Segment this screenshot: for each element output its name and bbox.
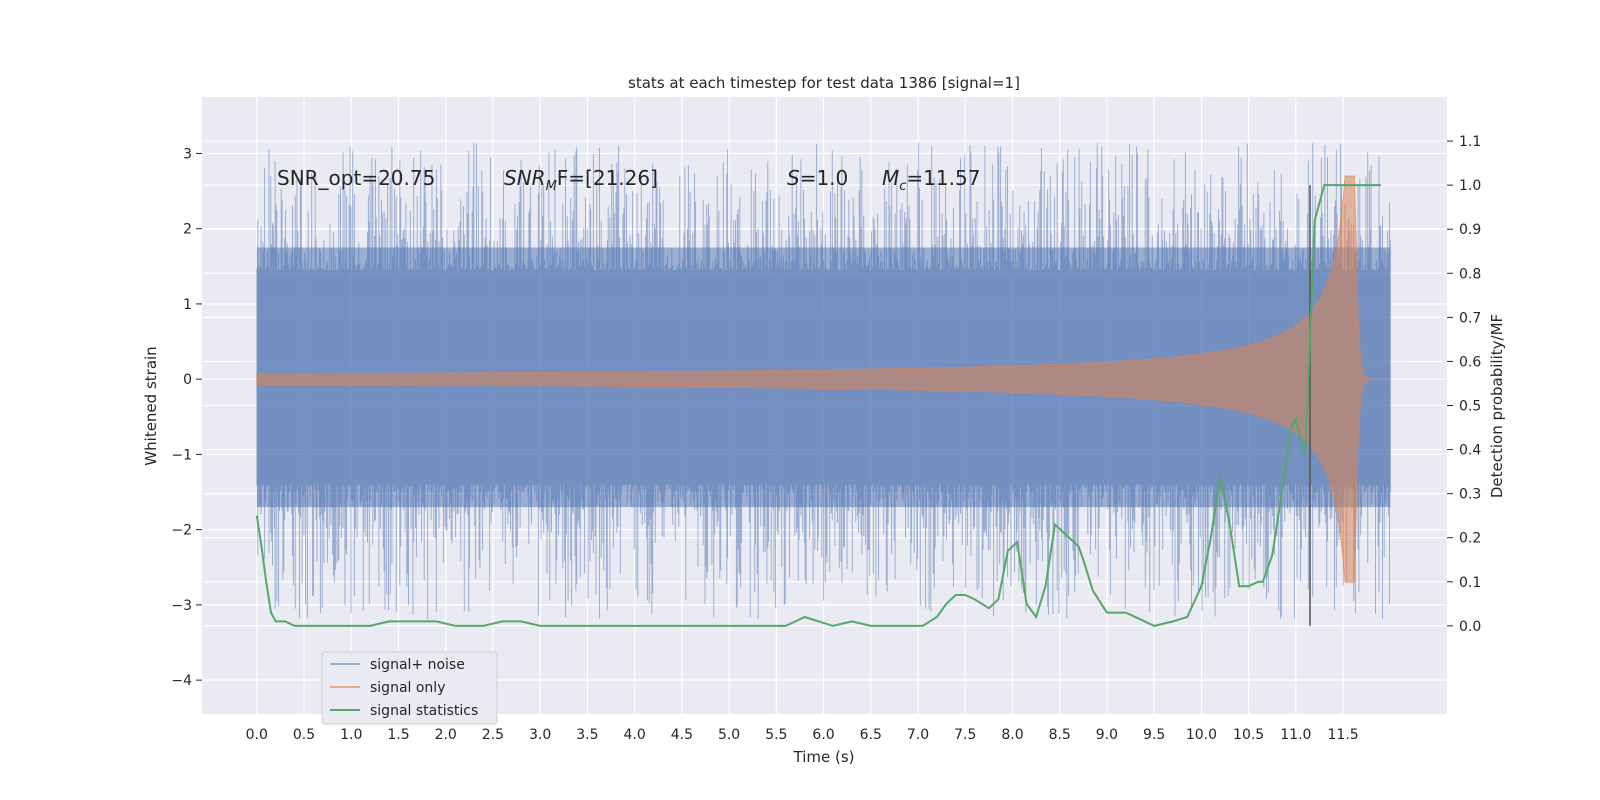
x-tick-label: 3.0 <box>529 727 551 743</box>
y-tick-label-right: 0.1 <box>1459 575 1481 591</box>
x-tick-label: 6.0 <box>812 727 834 743</box>
y-tick-label-left: −4 <box>171 673 192 689</box>
y-tick-label-left: −3 <box>171 598 192 614</box>
y-tick-label-right: 0.5 <box>1459 399 1481 415</box>
annotation-mc-main: M <box>882 166 899 190</box>
annotation-snr-mf: SNRMF=[21.26] <box>504 166 658 194</box>
signal-series <box>256 175 1391 583</box>
x-tick-label: 6.5 <box>860 727 882 743</box>
x-tick-label: 1.0 <box>340 727 362 743</box>
legend-label-noise: signal+ noise <box>370 657 465 673</box>
x-tick-label: 0.0 <box>246 727 268 743</box>
y-tick-label-left: −2 <box>171 523 192 539</box>
legend-box <box>321 651 498 725</box>
x-tick-label: 11.5 <box>1328 727 1359 743</box>
x-tick-label: 10.0 <box>1186 727 1217 743</box>
annotation-mc-value: =11.57 <box>906 166 980 190</box>
annotation-mc: Mc=11.57 <box>882 166 980 194</box>
y-tick-label-right: 0.8 <box>1459 266 1481 282</box>
x-tick-label: 9.5 <box>1143 727 1165 743</box>
chart-title: stats at each timestep for test data 138… <box>628 74 1020 92</box>
annotation-snr-mf-sub: M <box>546 179 557 194</box>
y-tick-label-right: 0.2 <box>1459 531 1481 547</box>
x-tick-label: 1.5 <box>387 727 409 743</box>
y-tick-label-left: 3 <box>183 146 192 162</box>
y-tick-label-right: 0.7 <box>1459 310 1481 326</box>
x-tick-label: 4.0 <box>623 727 645 743</box>
annotation-s: S=1.0 <box>787 166 848 190</box>
x-tick-label: 5.0 <box>718 727 740 743</box>
x-tick-label: 8.5 <box>1049 727 1071 743</box>
x-tick-label: 2.5 <box>482 727 504 743</box>
annotation-snr-opt: SNR_opt=20.75 <box>277 166 435 190</box>
annotation-snr-mf-value: F=[21.26] <box>557 166 658 190</box>
y-tick-label-right: 0.0 <box>1459 619 1481 635</box>
legend: signal+ noise signal only signal statist… <box>321 651 498 725</box>
y-tick-label-left: 0 <box>183 372 192 388</box>
x-tick-label: 8.0 <box>1001 727 1023 743</box>
annotation-s-main: S <box>787 166 800 190</box>
legend-label-signal: signal only <box>370 680 445 696</box>
x-tick-labels: 0.0 0.5 1.0 1.5 2.0 2.5 3.0 3.5 4.0 4.5 5.0 5.5 6.0 6… <box>246 727 1359 743</box>
y-tick-labels-right: 1.1 1.0 0.9 0.8 0.7 0.6 0.5 0.4 0.3 0.2 0.1 0.0 <box>1447 134 1481 635</box>
y-tick-label-left: −1 <box>171 447 192 463</box>
y-tick-label-right: 1.1 <box>1459 134 1481 150</box>
y-axis-label-right: Detection probability/MF <box>1488 314 1506 498</box>
annotation-s-value: =1.0 <box>800 166 849 190</box>
x-tick-label: 11.0 <box>1280 727 1311 743</box>
x-tick-label: 0.5 <box>293 727 315 743</box>
x-tick-label: 2.0 <box>435 727 457 743</box>
x-tick-label: 4.5 <box>671 727 693 743</box>
x-tick-label: 7.0 <box>907 727 929 743</box>
y-tick-labels-left: 3 2 1 0 −1 −2 −3 −4 <box>171 146 202 689</box>
annotation-snr-mf-main: SNR <box>504 166 546 190</box>
y-axis-label-left: Whitened strain <box>142 346 160 465</box>
stats-line <box>255 184 1381 627</box>
x-tick-label: 7.5 <box>954 727 976 743</box>
y-tick-label-right: 0.4 <box>1459 443 1481 459</box>
x-tick-label: 3.5 <box>576 727 598 743</box>
y-tick-label-right: 0.9 <box>1459 222 1481 238</box>
signal-envelope <box>256 175 1391 583</box>
stats-series <box>255 184 1381 627</box>
x-axis-label: Time (s) <box>793 748 855 766</box>
x-tick-label: 5.5 <box>765 727 787 743</box>
annotation-mc-sub: c <box>899 179 906 194</box>
legend-label-stats: signal statistics <box>370 703 478 719</box>
y-tick-label-left: 1 <box>183 297 192 313</box>
y-tick-label-left: 2 <box>183 222 192 238</box>
y-tick-label-right: 0.6 <box>1459 354 1481 370</box>
x-tick-label: 10.5 <box>1233 727 1264 743</box>
y-tick-label-right: 0.3 <box>1459 487 1481 503</box>
x-tick-label: 9.0 <box>1096 727 1118 743</box>
y-tick-label-right: 1.0 <box>1459 178 1481 194</box>
